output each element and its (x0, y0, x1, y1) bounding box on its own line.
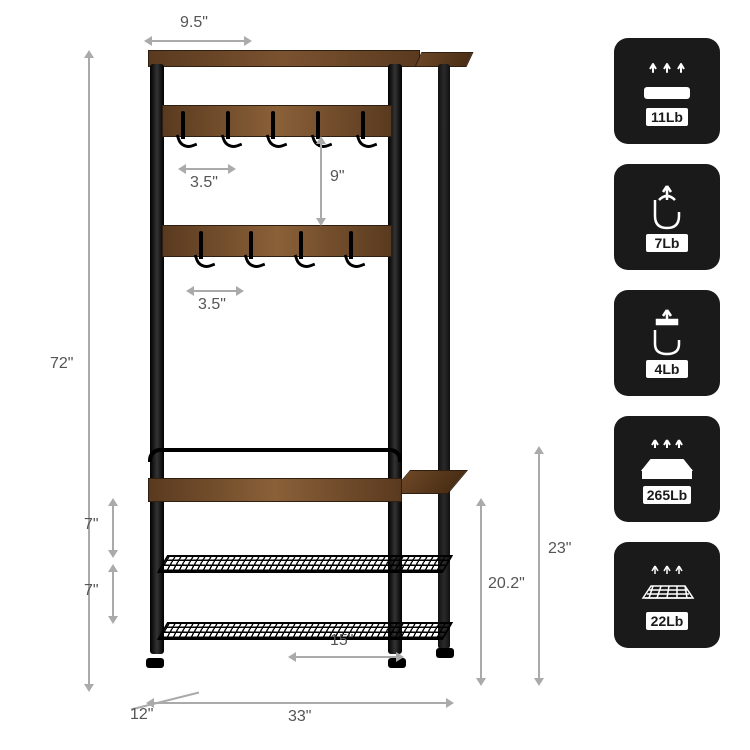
spec-hook-capacity: 7Lb (614, 164, 720, 270)
spec-label: 22Lb (646, 612, 688, 630)
diagram-canvas: 72" 9.5" 3.5" 9" 3.5" 7" 7" 12" 15" 33" … (0, 0, 750, 750)
dim-bench-height: 20.2" (488, 575, 525, 593)
spec-bench-capacity: 265Lb (614, 416, 720, 522)
top-shelf (148, 50, 420, 67)
dim-top-depth: 9.5" (180, 14, 208, 32)
dim-shelf-width: 15" (330, 632, 353, 650)
dim-shelf-gap-upper: 7" (84, 516, 99, 534)
spec-label: 7Lb (646, 234, 688, 252)
dim-shelf-gap-lower: 7" (84, 582, 99, 600)
mesh-shelf-lower (157, 622, 453, 640)
spec-label: 4Lb (646, 360, 688, 378)
hook-bar-lower (162, 225, 392, 257)
dim-bar-gap: 9" (330, 168, 345, 186)
spec-label: 11Lb (646, 108, 688, 126)
spec-top-shelf-capacity: 11Lb (614, 38, 720, 144)
dim-hook-spacing-2: 3.5" (198, 296, 226, 314)
hook-bar-upper (162, 105, 392, 137)
coat-rack-product (140, 50, 470, 690)
spec-mesh-capacity: 22Lb (614, 542, 720, 648)
dim-total-width: 33" (288, 708, 311, 726)
spec-small-hook-capacity: 4Lb (614, 290, 720, 396)
bench-seat (148, 478, 402, 502)
mesh-shelf-upper (157, 555, 453, 573)
dim-armrest-height: 23" (548, 540, 571, 558)
dim-hook-spacing-1: 3.5" (190, 174, 218, 192)
spec-cards-column: 11Lb 7Lb 4Lb 265Lb (614, 38, 720, 648)
armrest-rail (148, 448, 402, 462)
spec-label: 265Lb (643, 486, 691, 504)
dim-depth: 12" (130, 706, 153, 724)
dim-total-height: 72" (50, 355, 73, 373)
